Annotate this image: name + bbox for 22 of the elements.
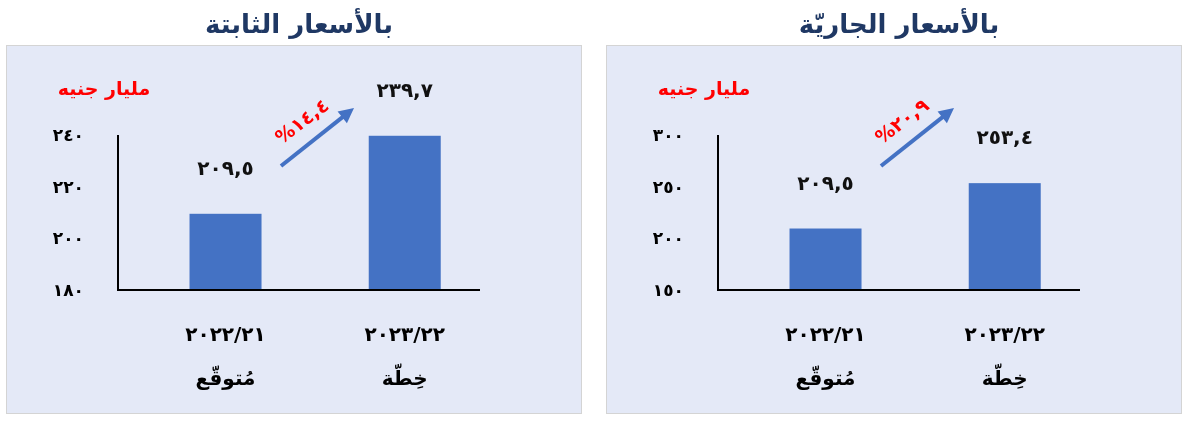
y-tick-label: ٣٠٠: [652, 124, 684, 146]
y-tick-label: ٢٤٠: [52, 124, 84, 146]
data-label: ٢٠٩,٥: [797, 170, 854, 195]
y-tick-label: ٢٠٠: [652, 228, 684, 249]
chart-title: بالأسعار الجاريّة: [798, 9, 1000, 41]
x-tick-label: ٢٠٢٢/٢١ مُتوقّع: [784, 321, 867, 392]
data-label: ٢٣٩,٧: [376, 77, 433, 102]
y-tick-label: ٢٥٠: [652, 176, 684, 197]
y-tick-label: ١٨٠: [52, 279, 84, 301]
y-tick-label: ٢٠٠: [52, 228, 84, 249]
y-axis-title: مليار جنيه: [57, 76, 151, 100]
annotation: ٢٠,٩%: [870, 93, 934, 149]
data-label: ٢٠٩,٥: [197, 155, 254, 180]
x-tick-label: ٢٠٢٣/٢٢ خِطّة: [363, 321, 446, 392]
x-tick-label: ٢٠٢٣/٢٢ خِطّة: [963, 321, 1046, 392]
y-tick-label: ٢٢٠: [52, 176, 84, 197]
data-label: ٢٥٣,٤: [976, 125, 1033, 150]
y-axis-title: مليار جنيه: [657, 76, 751, 100]
annotation: ١٤,٤%: [270, 93, 334, 149]
y-tick-label: ١٥٠: [652, 279, 684, 301]
x-tick-label: ٢٠٢٢/٢١ مُتوقّع: [184, 321, 267, 392]
chart-title: بالأسعار الثابتة: [204, 9, 394, 41]
